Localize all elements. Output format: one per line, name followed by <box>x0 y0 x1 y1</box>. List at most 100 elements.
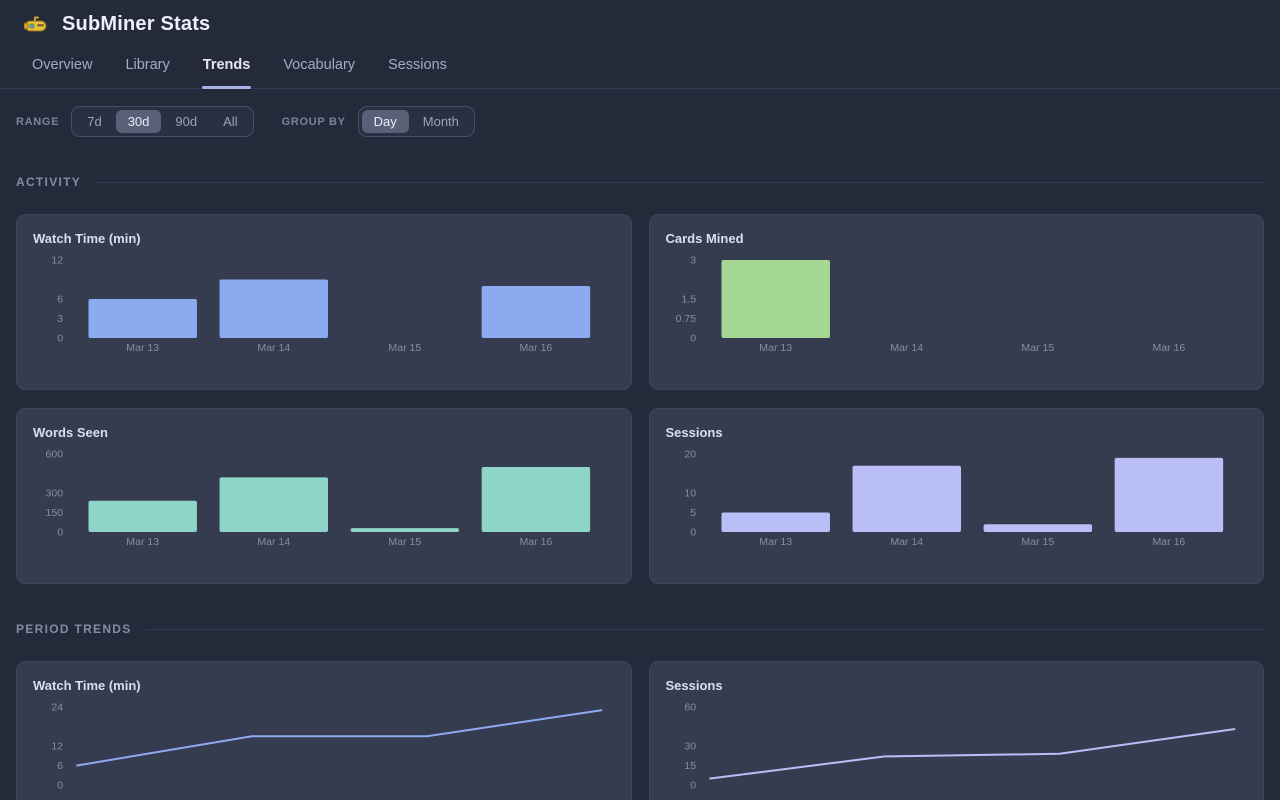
activity-section-header: ACTIVITY <box>0 175 1280 189</box>
y-tick-label: 300 <box>46 488 64 500</box>
bar <box>351 528 459 532</box>
y-tick-label: 6 <box>57 760 63 772</box>
y-tick-label: 0 <box>57 780 63 792</box>
chart-title: Words Seen <box>33 425 615 440</box>
x-axis-label: Mar 14 <box>257 536 290 548</box>
bar <box>983 524 1091 532</box>
group-by-segmented-control: Day Month <box>358 106 475 137</box>
tab-sessions[interactable]: Sessions <box>387 44 448 88</box>
x-axis-label: Mar 15 <box>388 342 421 354</box>
y-tick-label: 12 <box>51 741 63 753</box>
group-by-option-month[interactable]: Month <box>411 110 471 133</box>
y-tick-label: 12 <box>51 255 63 267</box>
bar <box>88 299 196 338</box>
x-axis-label: Mar 16 <box>1152 536 1185 548</box>
y-tick-label: 600 <box>46 449 64 461</box>
x-axis-label: Mar 13 <box>126 536 159 548</box>
cards-mined-card: Cards Mined 3 1.5 0.75 0 Mar 13 Mar 14 Mar 15 M… <box>649 214 1265 390</box>
tab-vocabulary[interactable]: Vocabulary <box>282 44 356 88</box>
trend-line <box>710 729 1234 778</box>
chart-title: Sessions <box>666 425 1248 440</box>
tab-library[interactable]: Library <box>124 44 170 88</box>
bar <box>721 513 829 533</box>
bar <box>482 467 590 532</box>
x-axis-label: Mar 15 <box>388 536 421 548</box>
watch-time-bar-chart: 12 6 3 0 Mar 13 Mar 14 Mar 15 Mar 16 <box>33 250 615 358</box>
bar <box>1114 458 1222 532</box>
y-tick-label: 0 <box>690 527 696 539</box>
y-tick-label: 10 <box>684 488 696 500</box>
y-tick-label: 1.5 <box>681 294 696 306</box>
section-title: PERIOD TRENDS <box>16 622 132 636</box>
bar <box>482 286 590 338</box>
y-tick-label: 0 <box>690 333 696 345</box>
y-tick-label: 20 <box>684 449 696 461</box>
y-tick-label: 3 <box>57 313 63 325</box>
range-segmented-control: 7d 30d 90d All <box>71 106 253 137</box>
y-tick-label: 24 <box>51 702 63 714</box>
x-axis-label: Mar 16 <box>1152 342 1185 354</box>
chart-title: Watch Time (min) <box>33 231 615 246</box>
app-header: SubMiner Stats <box>0 0 1280 44</box>
sessions-bar-chart: 20 10 5 0 Mar 13 Mar 14 Mar 15 Mar 16 <box>666 444 1248 552</box>
range-option-all[interactable]: All <box>211 110 249 133</box>
range-label: RANGE <box>16 116 59 128</box>
y-tick-label: 30 <box>684 741 696 753</box>
bar <box>721 260 829 338</box>
period-trends-chart-grid: Watch Time (min) 241260 Sessions 6030150 <box>0 661 1280 800</box>
section-divider <box>95 182 1264 183</box>
y-tick-label: 60 <box>684 702 696 714</box>
watch-time-line-chart: 24 12 6 0 <box>33 697 615 800</box>
x-axis-label: Mar 14 <box>890 536 923 548</box>
page-title: SubMiner Stats <box>62 13 210 36</box>
words-seen-bar-chart: 600 300 150 0 Mar 13 Mar 14 Mar 15 Mar 16 <box>33 444 615 552</box>
y-tick-label: 6 <box>57 294 63 306</box>
x-axis-label: Mar 16 <box>520 342 553 354</box>
tab-bar: Overview Library Trends Vocabulary Sessi… <box>0 44 1280 89</box>
y-tick-label: 0 <box>57 333 63 345</box>
x-axis-label: Mar 16 <box>520 536 553 548</box>
group-by-label: GROUP BY <box>282 116 346 128</box>
bar <box>852 466 960 532</box>
x-axis-label: Mar 14 <box>257 342 290 354</box>
watch-time-card: Watch Time (min) 12 6 3 0 Mar 13 Mar 14 Mar 15… <box>16 214 632 390</box>
y-tick-label: 0 <box>57 527 63 539</box>
x-axis-label: Mar 13 <box>126 342 159 354</box>
y-tick-label: 15 <box>684 760 696 772</box>
y-tick-label: 3 <box>690 255 696 267</box>
y-tick-label: 150 <box>46 507 64 519</box>
filter-controls: RANGE 7d 30d 90d All GROUP BY Day Month <box>0 89 1280 137</box>
period-trends-section-header: PERIOD TRENDS <box>0 622 1280 636</box>
y-tick-label: 0.75 <box>675 313 696 325</box>
sessions-line-chart: 60 30 15 0 <box>666 697 1248 800</box>
group-by-option-day[interactable]: Day <box>362 110 409 133</box>
range-option-90d[interactable]: 90d <box>163 110 209 133</box>
sessions-card: Sessions 20 10 5 0 Mar 13 Mar 14 Mar 15 Mar 16 <box>649 408 1265 584</box>
x-axis-label: Mar 15 <box>1021 536 1054 548</box>
section-divider <box>146 629 1264 630</box>
watch-time-trend-card: Watch Time (min) 24 12 6 0 <box>16 661 632 800</box>
cards-mined-bar-chart: 3 1.5 0.75 0 Mar 13 Mar 14 Mar 15 Mar 16 <box>666 250 1248 358</box>
y-tick-label: 0 <box>690 780 696 792</box>
words-seen-card: Words Seen 600 300 150 0 Mar 13 Mar 14 Mar 15 M… <box>16 408 632 584</box>
bar <box>220 477 328 532</box>
y-tick-label: 5 <box>690 507 696 519</box>
sessions-trend-card: Sessions 60 30 15 0 <box>649 661 1265 800</box>
range-option-30d[interactable]: 30d <box>116 110 162 133</box>
x-axis-label: Mar 14 <box>890 342 923 354</box>
tab-trends[interactable]: Trends <box>202 44 252 88</box>
submarine-icon <box>24 16 48 34</box>
x-axis-label: Mar 13 <box>759 536 792 548</box>
chart-title: Cards Mined <box>666 231 1248 246</box>
bar <box>88 501 196 532</box>
trend-line <box>77 710 601 765</box>
chart-title: Watch Time (min) <box>33 678 615 693</box>
section-title: ACTIVITY <box>16 175 81 189</box>
tab-overview[interactable]: Overview <box>31 44 93 88</box>
x-axis-label: Mar 15 <box>1021 342 1054 354</box>
x-axis-label: Mar 13 <box>759 342 792 354</box>
range-option-7d[interactable]: 7d <box>75 110 113 133</box>
activity-chart-grid: Watch Time (min) 12 6 3 0 Mar 13 Mar 14 Mar 15… <box>0 214 1280 584</box>
chart-title: Sessions <box>666 678 1248 693</box>
bar <box>220 280 328 339</box>
